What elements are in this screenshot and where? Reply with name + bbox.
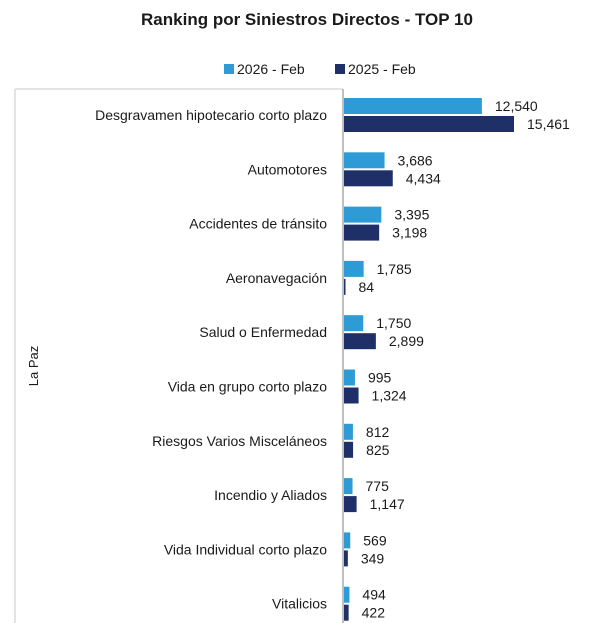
category-label-riesgos-varios-miscelaneos: Riesgos Varios Misceláneos xyxy=(152,433,327,449)
category-label-vida-individual-corto-plazo: Vida Individual corto plazo xyxy=(164,541,327,557)
bar-aeronavegacion-2025 xyxy=(344,278,346,295)
value-label-automotores-2026: 3,686 xyxy=(398,152,433,168)
value-label-automotores-2025: 4,434 xyxy=(406,170,441,186)
bar-vitalicios-2026 xyxy=(344,586,350,603)
bar-vida-en-grupo-corto-plazo-2025 xyxy=(344,387,359,404)
legend-swatch-2025 xyxy=(335,64,345,74)
bar-salud-o-enfermedad-2025 xyxy=(344,333,376,350)
group-label: La Paz xyxy=(26,346,41,386)
value-label-incendio-y-aliados-2026: 775 xyxy=(366,478,390,494)
category-label-desgravamen-hipotecario-corto-plazo: Desgravamen hipotecario corto plazo xyxy=(95,107,327,123)
value-label-incendio-y-aliados-2025: 1,147 xyxy=(370,496,405,512)
group-frame xyxy=(14,88,343,623)
bar-automotores-2025 xyxy=(344,170,393,187)
bar-desgravamen-hipotecario-corto-plazo-2025 xyxy=(344,116,514,132)
bar-aeronavegacion-2026 xyxy=(344,260,364,277)
value-label-accidentes-de-transito-2026: 3,395 xyxy=(394,207,429,223)
plot-area: Desgravamen hipotecario corto plazo 12,54… xyxy=(95,89,570,623)
category-label-vitalicios: Vitalicios xyxy=(272,596,327,612)
bar-automotores-2026 xyxy=(344,152,385,169)
bar-vida-individual-corto-plazo-2025 xyxy=(344,550,348,567)
value-label-accidentes-de-transito-2025: 3,198 xyxy=(392,225,427,241)
value-label-vida-individual-corto-plazo-2025: 349 xyxy=(361,550,385,566)
category-label-incendio-y-aliados: Incendio y Aliados xyxy=(214,487,327,503)
bar-accidentes-de-transito-2026 xyxy=(344,206,382,223)
value-label-riesgos-varios-miscelaneos-2025: 825 xyxy=(366,442,390,458)
value-label-vida-en-grupo-corto-plazo-2026: 995 xyxy=(368,370,392,386)
value-label-aeronavegacion-2026: 1,785 xyxy=(377,261,412,277)
bar-riesgos-varios-miscelaneos-2025 xyxy=(344,441,354,458)
category-label-salud-o-enfermedad: Salud o Enfermedad xyxy=(199,324,327,340)
bar-vida-en-grupo-corto-plazo-2026 xyxy=(344,369,355,386)
value-label-vitalicios-2026: 494 xyxy=(362,587,386,603)
bar-desgravamen-hipotecario-corto-plazo-2026 xyxy=(344,98,482,114)
value-label-salud-o-enfermedad-2025: 2,899 xyxy=(389,333,424,349)
category-label-automotores: Automotores xyxy=(248,161,327,177)
value-label-aeronavegacion-2025: 84 xyxy=(359,279,375,295)
bar-salud-o-enfermedad-2026 xyxy=(344,315,364,332)
bar-riesgos-varios-miscelaneos-2026 xyxy=(344,423,353,440)
category-label-accidentes-de-transito: Accidentes de tránsito xyxy=(189,216,327,232)
legend: 2026 - Feb 2025 - Feb xyxy=(224,61,416,77)
legend-label-2025: 2025 - Feb xyxy=(348,61,416,77)
bar-incendio-y-aliados-2026 xyxy=(344,478,353,495)
value-label-riesgos-varios-miscelaneos-2026: 812 xyxy=(366,424,390,440)
value-label-vida-individual-corto-plazo-2026: 569 xyxy=(363,532,387,548)
chart-title: Ranking por Siniestros Directos - TOP 10 xyxy=(141,10,473,29)
value-label-vida-en-grupo-corto-plazo-2025: 1,324 xyxy=(372,388,407,404)
bar-vitalicios-2025 xyxy=(344,604,349,621)
category-label-aeronavegacion: Aeronavegación xyxy=(226,270,327,286)
bar-accidentes-de-transito-2025 xyxy=(344,224,380,241)
legend-label-2026: 2026 - Feb xyxy=(237,61,305,77)
value-label-desgravamen-hipotecario-corto-plazo-2026: 12,540 xyxy=(495,98,538,114)
bar-vida-individual-corto-plazo-2026 xyxy=(344,532,351,549)
legend-swatch-2026 xyxy=(224,64,234,74)
category-label-vida-en-grupo-corto-plazo: Vida en grupo corto plazo xyxy=(168,379,328,395)
bar-incendio-y-aliados-2025 xyxy=(344,496,357,513)
value-label-vitalicios-2025: 422 xyxy=(362,605,386,621)
value-label-desgravamen-hipotecario-corto-plazo-2025: 15,461 xyxy=(527,116,570,132)
value-label-salud-o-enfermedad-2026: 1,750 xyxy=(376,315,411,331)
